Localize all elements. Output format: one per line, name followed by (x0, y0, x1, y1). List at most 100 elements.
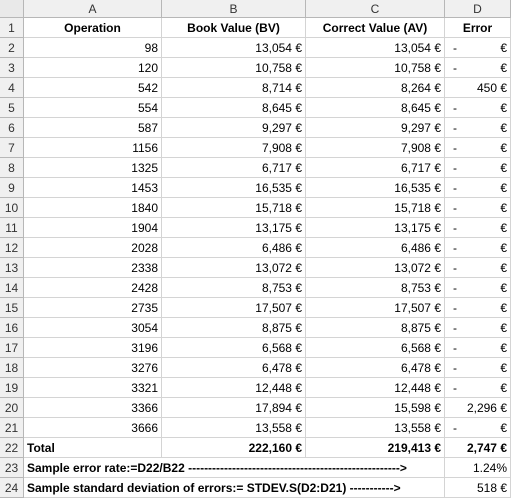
row-header[interactable]: 7 (0, 138, 24, 158)
book-value-cell[interactable]: 7,908 € (162, 138, 306, 158)
row-header[interactable]: 6 (0, 118, 24, 138)
row-header[interactable]: 15 (0, 298, 24, 318)
book-value-cell[interactable]: 13,072 € (162, 258, 306, 278)
operation-cell[interactable]: 98 (24, 38, 162, 58)
book-value-cell[interactable]: 10,758 € (162, 58, 306, 78)
row-header[interactable]: 4 (0, 78, 24, 98)
correct-value-cell[interactable]: 6,717 € (306, 158, 445, 178)
error-cell[interactable]: - € (445, 358, 511, 378)
operation-cell[interactable]: 554 (24, 98, 162, 118)
correct-value-cell[interactable]: 8,645 € (306, 98, 445, 118)
operation-cell[interactable]: 3321 (24, 378, 162, 398)
total-correct-value[interactable]: 219,413 € (306, 438, 445, 458)
error-cell[interactable]: - € (445, 38, 511, 58)
correct-value-cell[interactable]: 13,072 € (306, 258, 445, 278)
error-cell[interactable]: - € (445, 378, 511, 398)
book-value-cell[interactable]: 6,568 € (162, 338, 306, 358)
book-value-cell[interactable]: 6,478 € (162, 358, 306, 378)
book-value-cell[interactable]: 13,558 € (162, 418, 306, 438)
correct-value-cell[interactable]: 13,175 € (306, 218, 445, 238)
row-header[interactable]: 2 (0, 38, 24, 58)
operation-cell[interactable]: 3276 (24, 358, 162, 378)
error-cell[interactable]: - € (445, 98, 511, 118)
sample-error-rate-label[interactable]: Sample error rate:=D22/B22 -------------… (24, 458, 445, 478)
correct-value-cell[interactable]: 17,507 € (306, 298, 445, 318)
correct-value-cell[interactable]: 12,448 € (306, 378, 445, 398)
row-header[interactable]: 17 (0, 338, 24, 358)
row-header[interactable]: 9 (0, 178, 24, 198)
book-value-cell[interactable]: 6,717 € (162, 158, 306, 178)
correct-value-cell[interactable]: 10,758 € (306, 58, 445, 78)
book-value-cell[interactable]: 8,714 € (162, 78, 306, 98)
error-cell[interactable]: - € (445, 418, 511, 438)
sample-std-label[interactable]: Sample standard deviation of errors:= ST… (24, 478, 445, 498)
operation-cell[interactable]: 3054 (24, 318, 162, 338)
error-cell[interactable]: - € (445, 258, 511, 278)
error-cell[interactable]: 450 € (445, 78, 511, 98)
total-label[interactable]: Total (24, 438, 162, 458)
book-value-cell[interactable]: 16,535 € (162, 178, 306, 198)
sample-error-rate-value[interactable]: 1.24% (445, 458, 511, 478)
operation-cell[interactable]: 3666 (24, 418, 162, 438)
error-cell[interactable]: - € (445, 138, 511, 158)
row-header[interactable]: 8 (0, 158, 24, 178)
error-cell[interactable]: - € (445, 278, 511, 298)
error-cell[interactable]: - € (445, 198, 511, 218)
column-header-a[interactable]: A (24, 0, 162, 18)
select-all-corner[interactable] (0, 0, 24, 18)
error-cell[interactable]: - € (445, 58, 511, 78)
column-header-d[interactable]: D (445, 0, 511, 18)
row-header[interactable]: 20 (0, 398, 24, 418)
row-header[interactable]: 19 (0, 378, 24, 398)
correct-value-cell[interactable]: 6,568 € (306, 338, 445, 358)
row-header[interactable]: 3 (0, 58, 24, 78)
header-error[interactable]: Error (445, 18, 511, 38)
operation-cell[interactable]: 1840 (24, 198, 162, 218)
book-value-cell[interactable]: 13,054 € (162, 38, 306, 58)
operation-cell[interactable]: 542 (24, 78, 162, 98)
correct-value-cell[interactable]: 15,598 € (306, 398, 445, 418)
error-cell[interactable]: - € (445, 158, 511, 178)
error-cell[interactable]: - € (445, 338, 511, 358)
row-header[interactable]: 16 (0, 318, 24, 338)
row-header[interactable]: 24 (0, 478, 24, 498)
book-value-cell[interactable]: 8,645 € (162, 98, 306, 118)
correct-value-cell[interactable]: 13,558 € (306, 418, 445, 438)
total-book-value[interactable]: 222,160 € (162, 438, 306, 458)
correct-value-cell[interactable]: 9,297 € (306, 118, 445, 138)
row-header[interactable]: 21 (0, 418, 24, 438)
book-value-cell[interactable]: 15,718 € (162, 198, 306, 218)
row-header[interactable]: 18 (0, 358, 24, 378)
row-header[interactable]: 14 (0, 278, 24, 298)
correct-value-cell[interactable]: 8,875 € (306, 318, 445, 338)
error-cell[interactable]: - € (445, 178, 511, 198)
book-value-cell[interactable]: 13,175 € (162, 218, 306, 238)
error-cell[interactable]: - € (445, 118, 511, 138)
header-correct-value[interactable]: Correct Value (AV) (306, 18, 445, 38)
correct-value-cell[interactable]: 16,535 € (306, 178, 445, 198)
book-value-cell[interactable]: 12,448 € (162, 378, 306, 398)
operation-cell[interactable]: 1156 (24, 138, 162, 158)
book-value-cell[interactable]: 8,753 € (162, 278, 306, 298)
correct-value-cell[interactable]: 6,486 € (306, 238, 445, 258)
row-header[interactable]: 13 (0, 258, 24, 278)
row-header[interactable]: 23 (0, 458, 24, 478)
error-cell[interactable]: - € (445, 318, 511, 338)
error-cell[interactable]: - € (445, 218, 511, 238)
operation-cell[interactable]: 3196 (24, 338, 162, 358)
correct-value-cell[interactable]: 15,718 € (306, 198, 445, 218)
row-header[interactable]: 11 (0, 218, 24, 238)
total-error[interactable]: 2,747 € (445, 438, 511, 458)
column-header-c[interactable]: C (306, 0, 445, 18)
row-header[interactable]: 10 (0, 198, 24, 218)
operation-cell[interactable]: 2028 (24, 238, 162, 258)
operation-cell[interactable]: 587 (24, 118, 162, 138)
error-cell[interactable]: - € (445, 238, 511, 258)
row-header[interactable]: 12 (0, 238, 24, 258)
book-value-cell[interactable]: 6,486 € (162, 238, 306, 258)
book-value-cell[interactable]: 17,507 € (162, 298, 306, 318)
sample-std-value[interactable]: 518 € (445, 478, 511, 498)
correct-value-cell[interactable]: 8,753 € (306, 278, 445, 298)
operation-cell[interactable]: 2735 (24, 298, 162, 318)
correct-value-cell[interactable]: 7,908 € (306, 138, 445, 158)
